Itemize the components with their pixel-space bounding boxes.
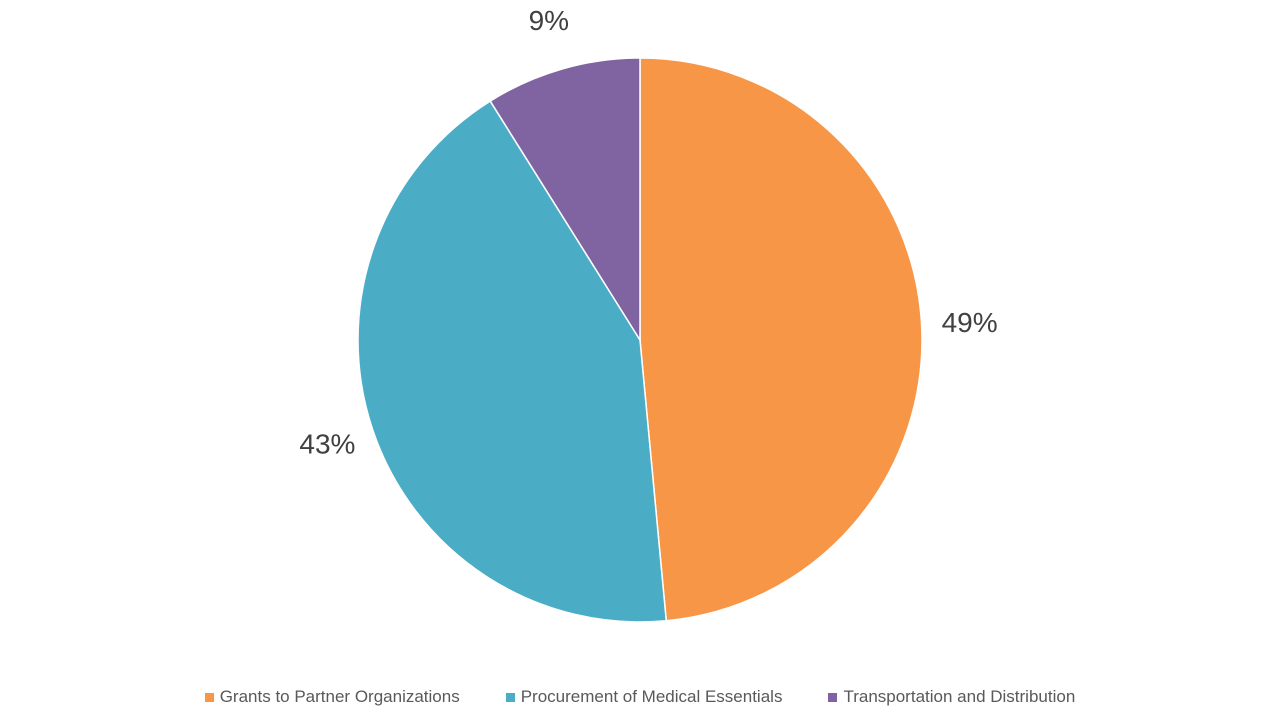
- data-label-grants-to-partner-organizations: 49%: [942, 307, 998, 338]
- legend-swatch-procurement-of-medical-essentials: [505, 692, 515, 702]
- legend-item-transportation-and-distribution: Transportation and Distribution: [828, 687, 1075, 707]
- legend-item-procurement-of-medical-essentials: Procurement of Medical Essentials: [505, 687, 783, 707]
- pie-slice-procurement-of-medical-essentials: [357, 100, 668, 623]
- pie-slice-transportation-and-distribution: [489, 57, 641, 343]
- pie-data-labels: 49% 43% 9%: [299, 5, 997, 459]
- legend-label: Transportation and Distribution: [843, 687, 1076, 706]
- legend-swatch-transportation-and-distribution: [828, 692, 838, 702]
- legend-item-grants-to-partner-organizations: Grants to Partner Organizations: [204, 687, 460, 707]
- chart-legend: Grants to Partner Organizations Procureme…: [0, 684, 1280, 710]
- data-label-transportation-and-distribution: 9%: [529, 5, 569, 36]
- pie-slice-grants-to-partner-organizations: [639, 57, 923, 622]
- legend-label: Procurement of Medical Essentials: [520, 687, 783, 706]
- pie-slices: [357, 57, 923, 623]
- legend-swatch-grants-to-partner-organizations: [204, 692, 214, 702]
- legend-label: Grants to Partner Organizations: [219, 687, 460, 706]
- data-label-procurement-of-medical-essentials: 43%: [299, 428, 355, 459]
